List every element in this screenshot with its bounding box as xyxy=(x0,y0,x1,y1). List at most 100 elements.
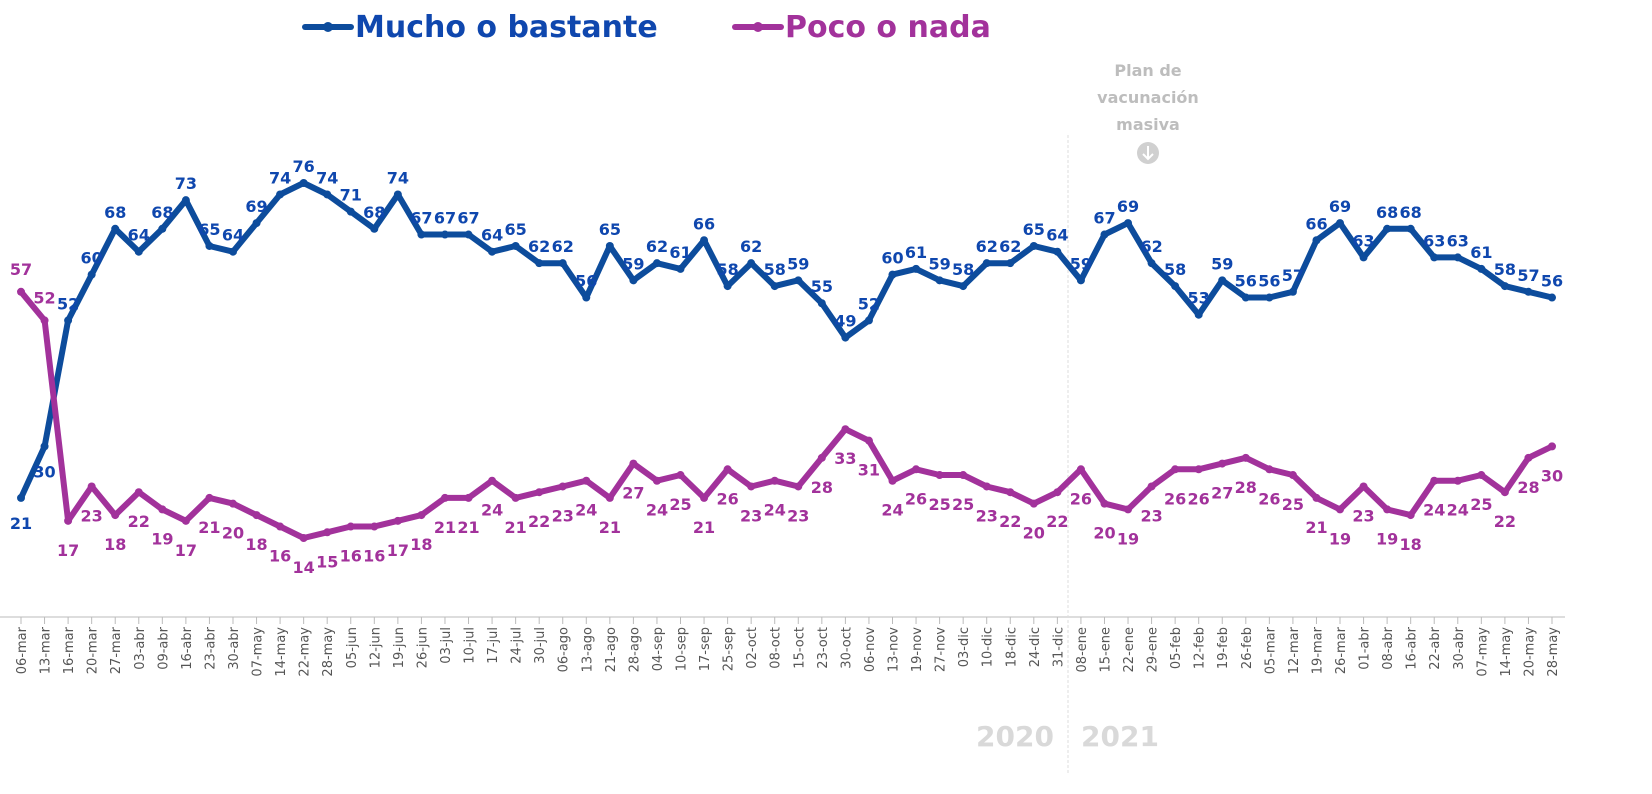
data-label: 65 xyxy=(599,220,621,239)
x-tick-label: 24-dic xyxy=(1028,627,1043,667)
point xyxy=(323,528,332,537)
x-tick-label: 19-feb xyxy=(1216,627,1231,669)
point xyxy=(841,333,850,342)
point xyxy=(535,259,544,268)
data-label: 25 xyxy=(928,495,950,514)
point xyxy=(1241,293,1250,302)
point xyxy=(1312,236,1321,245)
point xyxy=(1241,453,1250,462)
data-label: 62 xyxy=(1140,237,1162,256)
point xyxy=(747,259,756,268)
point xyxy=(87,482,96,491)
point xyxy=(370,224,379,233)
point xyxy=(605,493,614,502)
data-label: 26 xyxy=(1258,489,1280,508)
point xyxy=(228,247,237,256)
data-label: 22 xyxy=(128,512,150,531)
point xyxy=(276,522,285,531)
point xyxy=(912,264,921,273)
point xyxy=(959,282,968,291)
data-label: 16 xyxy=(340,547,362,566)
point xyxy=(1029,241,1038,250)
x-tick-label: 26-jun xyxy=(415,627,430,668)
x-tick-label: 12-jun xyxy=(368,627,383,668)
x-tick-label: 27-nov xyxy=(934,627,949,672)
data-label: 28 xyxy=(1517,478,1539,497)
data-label: 24 xyxy=(764,501,786,520)
point xyxy=(440,230,449,239)
x-tick-label: 10-jul xyxy=(463,627,478,664)
point xyxy=(1218,459,1227,468)
legend-label: Mucho o bastante xyxy=(355,10,658,45)
point xyxy=(982,482,991,491)
point xyxy=(535,488,544,497)
point xyxy=(1477,264,1486,273)
x-tick-label: 30-oct xyxy=(839,627,854,669)
data-label: 67 xyxy=(434,209,456,228)
point xyxy=(864,436,873,445)
point xyxy=(841,425,850,434)
data-label: 59 xyxy=(622,254,644,273)
data-label: 24 xyxy=(481,501,503,520)
point xyxy=(1124,505,1133,514)
annotation-icon xyxy=(1137,142,1159,164)
x-tick-label: 22-ene xyxy=(1122,627,1137,672)
data-label: 17 xyxy=(387,541,409,560)
x-tick-label: 30-jul xyxy=(533,627,548,664)
data-label: 17 xyxy=(175,541,197,560)
point xyxy=(1383,224,1392,233)
point xyxy=(87,270,96,279)
point xyxy=(1053,488,1062,497)
point xyxy=(982,259,991,268)
x-tick-label: 17-sep xyxy=(698,627,713,671)
x-tick-label: 12-feb xyxy=(1193,627,1208,669)
point xyxy=(464,493,473,502)
data-label: 17 xyxy=(57,541,79,560)
data-label: 26 xyxy=(716,489,738,508)
data-label: 19 xyxy=(1329,529,1351,548)
x-tick-label: 19-jun xyxy=(392,627,407,668)
data-label: 28 xyxy=(1235,478,1257,497)
x-tick-label: 13-ago xyxy=(580,627,595,672)
data-label: 24 xyxy=(575,501,597,520)
point xyxy=(676,264,685,273)
x-tick-label: 10-dic xyxy=(981,627,996,667)
point xyxy=(1430,253,1439,262)
x-tick-label: 12-mar xyxy=(1287,626,1302,674)
data-label: 20 xyxy=(222,524,244,543)
point xyxy=(1548,293,1556,302)
point xyxy=(817,453,826,462)
data-label: 16 xyxy=(363,547,385,566)
x-tick-label: 16-mar xyxy=(62,626,77,674)
data-label: 68 xyxy=(1376,203,1398,222)
data-label: 14 xyxy=(293,558,315,577)
point xyxy=(1500,488,1509,497)
point xyxy=(723,282,732,291)
data-label: 18 xyxy=(410,535,432,554)
data-label: 62 xyxy=(999,237,1021,256)
point xyxy=(652,259,661,268)
x-tick-label: 23-oct xyxy=(816,627,831,669)
point xyxy=(64,316,73,325)
data-label: 21 xyxy=(693,518,715,537)
data-label: 25 xyxy=(952,495,974,514)
data-label: 23 xyxy=(976,506,998,525)
point xyxy=(1218,276,1227,285)
point xyxy=(205,493,214,502)
data-label: 55 xyxy=(811,277,833,296)
point xyxy=(181,196,190,205)
data-label: 57 xyxy=(10,260,32,279)
data-label: 24 xyxy=(1423,501,1445,520)
point xyxy=(864,316,873,325)
data-label: 24 xyxy=(1447,501,1469,520)
x-tick-label: 14-may xyxy=(274,627,289,677)
data-label: 61 xyxy=(905,243,927,262)
point xyxy=(370,522,379,531)
data-label: 21 xyxy=(10,514,32,533)
point xyxy=(252,219,261,228)
data-label: 66 xyxy=(693,214,715,233)
data-label: 60 xyxy=(81,249,103,268)
data-label: 53 xyxy=(1188,289,1210,308)
data-label: 57 xyxy=(1282,266,1304,285)
